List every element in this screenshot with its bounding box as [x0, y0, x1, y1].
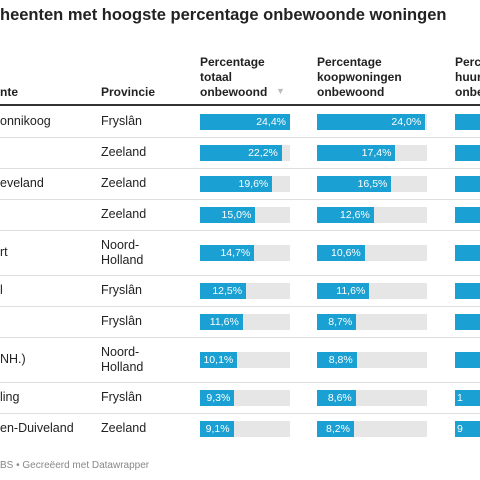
- header-rule: [0, 104, 480, 106]
- bar-partial: 9: [455, 420, 480, 437]
- cell-gemeente: NH.): [0, 351, 26, 366]
- cell-gemeente: rt: [0, 244, 8, 259]
- cell-provincie: Zeeland: [101, 145, 147, 159]
- bar: 24,4%: [200, 113, 290, 130]
- bar: 9,1%: [200, 420, 234, 437]
- column-header: Provincie: [101, 85, 156, 99]
- bar: 12,6%: [317, 206, 374, 223]
- bar: 8,6%: [317, 389, 356, 406]
- bar-partial: [455, 351, 480, 368]
- column-header: Percentage koopwoningen onbewoond: [317, 55, 402, 99]
- cell-provincie: Fryslân: [101, 390, 142, 404]
- bar: 17,4%: [317, 144, 396, 161]
- cell-provincie: Noord-Holland: [101, 344, 144, 374]
- row-rule: [0, 382, 480, 383]
- cell-gemeente: ling: [0, 389, 20, 404]
- bar: 11,6%: [200, 313, 243, 330]
- cell-provincie: Fryslân: [101, 283, 142, 297]
- row-rule: [0, 275, 480, 276]
- row-rule: [0, 413, 480, 414]
- bar-partial: [455, 313, 480, 330]
- bar: 8,2%: [317, 420, 354, 437]
- bar-partial: 1: [455, 389, 480, 406]
- row-rule: [0, 168, 480, 169]
- bar: 22,2%: [200, 144, 282, 161]
- bar-partial: [455, 244, 480, 261]
- cell-provincie: Fryslân: [101, 314, 142, 328]
- cell-gemeente: onnikoog: [0, 113, 51, 128]
- bar: 8,8%: [317, 351, 357, 368]
- column-header: Percentage totaal onbewoond: [200, 55, 268, 99]
- bar: 10,1%: [200, 351, 238, 368]
- row-rule: [0, 337, 480, 338]
- cell-provincie: Noord-Holland: [101, 237, 144, 267]
- cell-provincie: Zeeland: [101, 421, 147, 435]
- bar-partial: [455, 282, 480, 299]
- row-rule: [0, 306, 480, 307]
- row-rule: [0, 137, 480, 138]
- bar: 12,5%: [200, 282, 247, 299]
- footer: BS • Gecreëerd met Datawrapper: [0, 460, 150, 471]
- bar: 8,7%: [317, 313, 357, 330]
- bar: 15,0%: [200, 206, 256, 223]
- bar: 19,6%: [200, 175, 273, 192]
- column-header: nte: [0, 85, 18, 99]
- bar: 9,3%: [200, 389, 235, 406]
- bar: 16,5%: [317, 175, 392, 192]
- bar: 24,0%: [317, 113, 426, 130]
- bar-partial: [455, 206, 480, 223]
- cell-provincie: Fryslân: [101, 114, 142, 128]
- cell-gemeente: en-Duiveland: [0, 420, 74, 435]
- title: heenten met hoogste percentage onbewoond…: [0, 6, 447, 24]
- bar-partial: [455, 144, 480, 161]
- bar: 14,7%: [200, 244, 255, 261]
- row-rule: [0, 199, 480, 200]
- cell-provincie: Zeeland: [101, 176, 147, 190]
- cell-provincie: Zeeland: [101, 207, 147, 221]
- sort-icon: ▼: [276, 86, 285, 96]
- bar: 11,6%: [317, 282, 370, 299]
- bar-partial: [455, 113, 480, 130]
- cell-gemeente: l: [0, 282, 3, 297]
- cell-gemeente: eveland: [0, 175, 44, 190]
- column-header: Perc huur onbe: [455, 55, 480, 99]
- row-rule: [0, 230, 480, 231]
- bar: 10,6%: [317, 244, 365, 261]
- bar-partial: [455, 175, 480, 192]
